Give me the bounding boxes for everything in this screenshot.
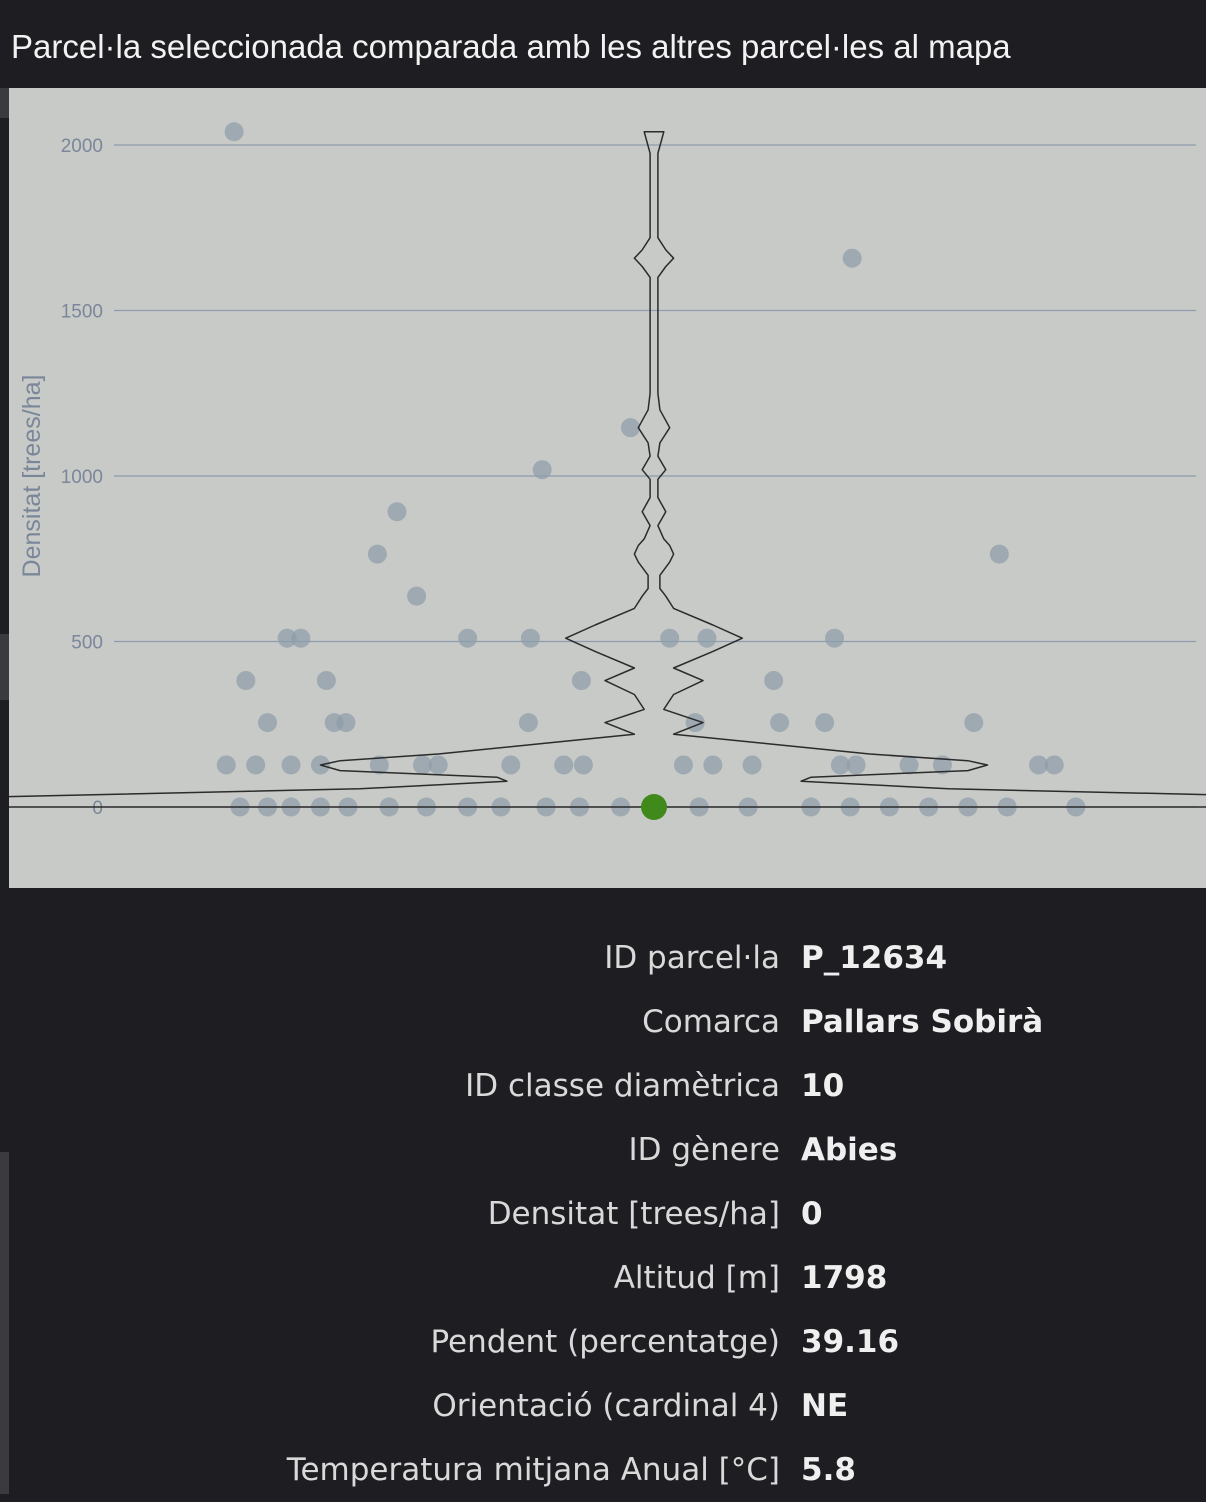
- data-point: [367, 544, 387, 564]
- data-point: [291, 628, 311, 648]
- detail-value: 1798: [801, 1260, 888, 1296]
- data-point: [830, 755, 850, 775]
- y-tick-label: 1000: [61, 467, 103, 488]
- y-tick-label: 2000: [61, 136, 103, 157]
- data-point: [899, 755, 919, 775]
- detail-row: Temperatura mitjana Anual [°C] 5.8: [9, 1438, 1206, 1502]
- background-panel-fragment: [0, 634, 9, 700]
- detail-row: ID gènere Abies: [9, 1118, 1206, 1182]
- detail-row: ID classe diamètrica 10: [9, 1054, 1206, 1118]
- data-point: [1029, 755, 1049, 775]
- y-tick-label: 0: [92, 798, 103, 819]
- data-point: [673, 755, 693, 775]
- data-point: [316, 671, 336, 691]
- detail-value: 10: [801, 1068, 845, 1104]
- data-point: [842, 248, 862, 268]
- detail-label: Temperatura mitjana Anual [°C]: [286, 1452, 780, 1488]
- data-point: [770, 713, 790, 733]
- data-point: [697, 628, 717, 648]
- data-point: [520, 628, 540, 648]
- data-point: [989, 544, 1009, 564]
- detail-value: Pallars Sobirà: [801, 1004, 1044, 1040]
- data-point: [932, 755, 952, 775]
- data-point: [573, 755, 593, 775]
- violin-outline: [9, 131, 1206, 808]
- selected-plot-marker: [641, 794, 667, 820]
- detail-label: Altitud [m]: [613, 1260, 780, 1296]
- data-point: [660, 628, 680, 648]
- data-point: [387, 502, 407, 522]
- data-point: [846, 755, 866, 775]
- data-point: [246, 755, 266, 775]
- data-point: [571, 671, 591, 691]
- data-point: [407, 586, 427, 606]
- detail-value: 39.16: [801, 1324, 900, 1360]
- background-page-edge: [0, 0, 9, 1494]
- data-point: [277, 628, 297, 648]
- y-tick-label: 1500: [61, 302, 103, 323]
- violin-plot-svg: 0 500 1000 1500 2000 Densitat [trees/ha]: [9, 122, 1206, 820]
- data-point: [703, 755, 723, 775]
- detail-label: Comarca: [642, 1004, 780, 1040]
- data-point: [1044, 755, 1064, 775]
- plot-details-table: ID parcel·la P_12634 Comarca Pallars Sobirà…: [9, 926, 1206, 1502]
- violin-plot[interactable]: 0 500 1000 1500 2000 Densitat [trees/ha]: [9, 88, 1206, 888]
- background-panel-fragment: [0, 1152, 9, 1494]
- detail-row: ID parcel·la P_12634: [9, 926, 1206, 990]
- data-point: [964, 713, 984, 733]
- data-point: [336, 713, 356, 733]
- detail-label: Pendent (percentatge): [430, 1324, 780, 1360]
- data-point: [620, 418, 640, 438]
- detail-label: Densitat [trees/ha]: [487, 1196, 780, 1232]
- data-point: [532, 460, 552, 480]
- detail-value: NE: [801, 1388, 849, 1424]
- detail-row: Comarca Pallars Sobirà: [9, 990, 1206, 1054]
- detail-label: Orientació (cardinal 4): [432, 1388, 780, 1424]
- detail-label: ID classe diamètrica: [465, 1068, 780, 1104]
- panel-title: Parcel·la seleccionada comparada amb les…: [9, 0, 1206, 88]
- detail-value: P_12634: [801, 940, 948, 976]
- data-point: [742, 755, 762, 775]
- data-point: [236, 671, 256, 691]
- detail-row: Orientació (cardinal 4) NE: [9, 1374, 1206, 1438]
- data-point: [518, 713, 538, 733]
- data-point: [815, 713, 835, 733]
- data-point: [501, 755, 521, 775]
- detail-value: 0: [801, 1196, 823, 1232]
- data-point: [554, 755, 574, 775]
- detail-value: 5.8: [801, 1452, 856, 1488]
- data-point: [369, 755, 389, 775]
- detail-value: Abies: [801, 1132, 898, 1168]
- detail-row: Altitud [m] 1798: [9, 1246, 1206, 1310]
- data-point: [825, 628, 845, 648]
- data-point: [281, 755, 301, 775]
- detail-label: ID gènere: [628, 1132, 780, 1168]
- data-point: [458, 628, 478, 648]
- detail-row: Pendent (percentatge) 39.16: [9, 1310, 1206, 1374]
- data-point: [216, 755, 236, 775]
- data-point: [428, 755, 448, 775]
- detail-row: Densitat [trees/ha] 0: [9, 1182, 1206, 1246]
- detail-label: ID parcel·la: [604, 940, 780, 976]
- data-point: [412, 755, 432, 775]
- background-panel-fragment: [0, 88, 9, 118]
- data-point: [764, 671, 784, 691]
- data-point: [224, 122, 244, 142]
- y-tick-label: 500: [71, 633, 103, 654]
- y-axis-title: Densitat [trees/ha]: [18, 375, 46, 578]
- data-point: [257, 713, 277, 733]
